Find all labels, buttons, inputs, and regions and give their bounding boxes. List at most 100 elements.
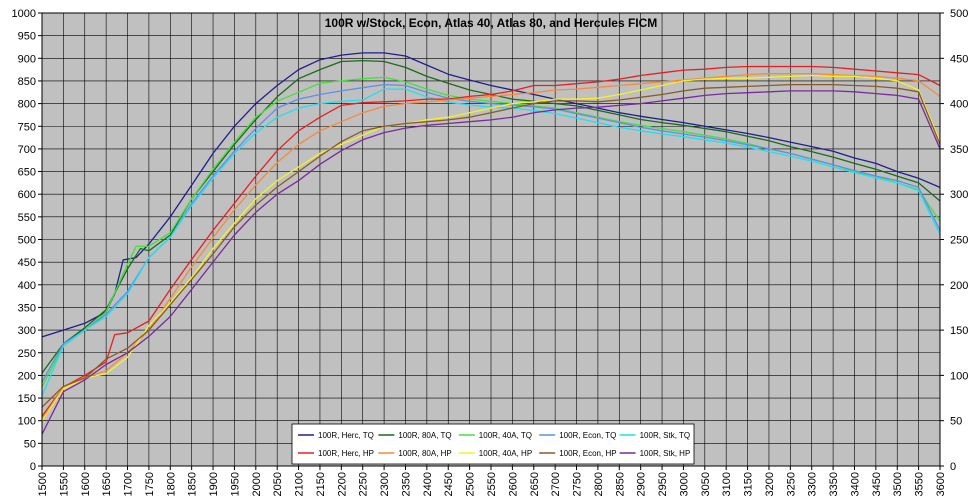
x-tick-label: 3600 [935,472,947,496]
x-tick-label: 3250 [785,472,797,496]
y2-tick-label: 150 [950,325,968,337]
y-tick-label: 700 [18,144,36,156]
series-line [41,90,941,435]
y-tick-label: 50 [24,438,36,450]
x-tick-label: 2200 [336,472,348,496]
x-tick-label: 2700 [550,472,562,496]
series-line [41,65,941,417]
x-tick-label: 2150 [315,472,327,496]
y-tick-label: 350 [18,302,36,314]
x-tick-label: 2450 [443,472,455,496]
series-line [41,59,941,374]
y-tick-label: 800 [18,99,36,111]
legend-label: 100R, Stk, TQ [640,431,691,440]
y-tick-label: 650 [18,167,36,179]
x-tick-label: 1950 [229,472,241,496]
legend-label: 100R, Herc, TQ [318,431,374,440]
y-tick-label: 950 [18,31,36,43]
gridlines [41,12,941,467]
chart-title: 100R w/Stock, Econ, Atlas 40, Atlas 80, … [325,16,658,30]
x-tick-label: 2550 [486,472,498,496]
x-tick-label: 3550 [914,472,926,496]
x-tick-label: 2600 [507,472,519,496]
x-tick-label: 3300 [807,472,819,496]
x-tick-label: 2250 [358,472,370,496]
x-tick-label: 2850 [614,472,626,496]
y-tick-label: 300 [18,325,36,337]
series-line [41,88,941,397]
y2-tick-label: 250 [950,235,968,247]
y-tick-label: 900 [18,53,36,65]
x-tick-label: 2100 [294,472,306,496]
series-line [41,83,941,383]
y-tick-label: 100 [18,416,36,428]
y2-tick-label: 200 [950,280,968,292]
x-tick-label: 3000 [678,472,690,496]
series-line [41,83,941,408]
y-tick-label: 450 [18,257,36,269]
x-tick-label: 1500 [37,472,49,496]
y2-tick-label: 450 [950,53,968,65]
series-line [41,52,941,338]
legend-label: 100R, Econ, HP [559,449,616,458]
legend-label: 100R, 40A, HP [479,449,532,458]
x-tick-label: 1600 [80,472,92,496]
x-tick-label: 2950 [657,472,669,496]
y2-tick-label: 300 [950,189,968,201]
x-tick-label: 3050 [700,472,712,496]
x-tick-label: 3200 [764,472,776,496]
x-tick-label: 1850 [187,472,199,496]
y-tick-label: 1000 [12,8,36,20]
x-tick-label: 2900 [636,472,648,496]
series-line [41,74,941,422]
x-tick-label: 2300 [379,472,391,496]
y-tick-label: 150 [18,393,36,405]
y2-tick-label: 350 [950,144,968,156]
x-tick-label: 1900 [208,472,220,496]
y2-tick-label: 100 [950,370,968,382]
legend-label: 100R, Econ, TQ [559,431,616,440]
x-tick-label: 3150 [743,472,755,496]
y-tick-label: 600 [18,189,36,201]
plot-border [41,12,941,467]
x-tick-label: 2000 [251,472,263,496]
y-tick-label: 850 [18,76,36,88]
x-tick-label: 3400 [849,472,861,496]
y2-tick-label: 50 [950,416,962,428]
y-tick-label: 0 [30,461,36,473]
x-tick-label: 1800 [165,472,177,496]
x-tick-label: 2350 [400,472,412,496]
legend-label: 100R, 40A, TQ [479,431,532,440]
x-tick-label: 2650 [529,472,541,496]
y-tick-label: 550 [18,212,36,224]
legend-label: 100R, Stk, HP [640,449,691,458]
y2-tick-label: 400 [950,99,968,111]
x-tick-label: 1650 [101,472,113,496]
legend-label: 100R, Herc, HP [318,449,374,458]
x-tick-label: 3450 [871,472,883,496]
x-tick-label: 1700 [123,472,135,496]
y-tick-label: 500 [18,235,36,247]
series-lines [41,52,941,435]
legend-label: 100R, 80A, TQ [398,431,451,440]
legend-box [291,423,695,465]
y-tick-label: 750 [18,121,36,133]
legend: 100R, Herc, TQ 100R, 80A, TQ 100R, 40A, TQ… [291,423,695,465]
legend-label: 100R, 80A, HP [398,449,451,458]
x-tick-label: 1550 [58,472,70,496]
x-tick-label: 3500 [892,472,904,496]
y2-tick-label: 0 [950,461,956,473]
y-tick-label: 200 [18,370,36,382]
x-tick-label: 3350 [828,472,840,496]
axes: 0501001502002503003504004505005506006507… [12,8,969,496]
y-tick-label: 250 [18,348,36,360]
x-tick-label: 2400 [422,472,434,496]
x-tick-label: 2750 [572,472,584,496]
series-line [41,73,941,420]
x-tick-label: 3100 [721,472,733,496]
y2-tick-label: 500 [950,8,968,20]
x-tick-label: 2500 [465,472,477,496]
y-tick-label: 400 [18,280,36,292]
